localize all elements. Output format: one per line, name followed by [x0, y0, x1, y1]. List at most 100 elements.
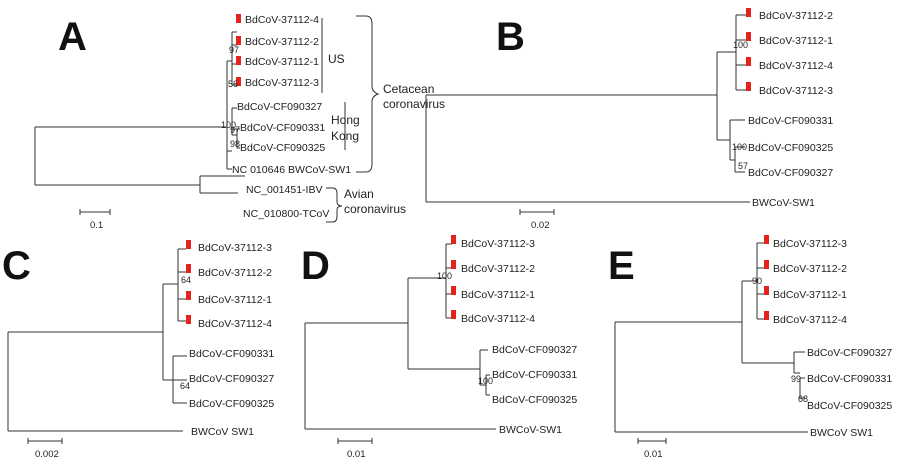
- panel-a: A BdCoV-37112-4 BdCoV-37112-2 BdCoV-3711…: [34, 14, 445, 231]
- bootstrap-e: 90 99 68: [752, 276, 808, 404]
- leaf-label: BdCoV-37112-2: [773, 263, 847, 275]
- leaf-label: BdCoV-CF090327: [237, 101, 322, 113]
- leaves-a: BdCoV-37112-4 BdCoV-37112-2 BdCoV-37112-…: [232, 14, 351, 220]
- leaf-label: BdCoV-37112-1: [198, 294, 272, 306]
- leaf-label: BdCoV-37112-3: [198, 242, 272, 254]
- marker-d-3: [451, 286, 456, 295]
- marker-a-2: [236, 36, 241, 45]
- group-label-cetacean: Cetacean: [383, 82, 434, 96]
- leaf-label: BdCoV-37112-1: [759, 35, 833, 47]
- leaf-label: BdCoV-37112-2: [245, 36, 319, 48]
- leaf-label: BdCoV-37112-4: [759, 60, 833, 72]
- scale-bar-b: 0.02: [519, 209, 555, 231]
- leaf-label: BdCoV-37112-4: [773, 314, 847, 326]
- tree-e-branches: [614, 242, 808, 433]
- leaf-label: NC 010646 BWCoV-SW1: [232, 164, 351, 176]
- bootstrap-value: 99: [791, 374, 801, 384]
- markers-d: [451, 235, 456, 319]
- leaf-label: BdCoV-CF090331: [748, 115, 833, 127]
- bootstrap-c: 64 64: [180, 275, 191, 391]
- leaf-label: BdCoV-CF090327: [807, 347, 892, 359]
- leaves-b: BdCoV-37112-2 BdCoV-37112-1 BdCoV-37112-…: [748, 10, 833, 209]
- leaf-label: BdCoV-37112-4: [461, 313, 535, 325]
- leaf-label: BdCoV-37112-1: [461, 289, 535, 301]
- leaves-e: BdCoV-37112-3 BdCoV-37112-2 BdCoV-37112-…: [773, 238, 892, 439]
- marker-b-1: [746, 8, 751, 17]
- markers-c: [186, 240, 191, 324]
- scale-bar-e: 0.01: [637, 438, 667, 460]
- panel-e: E BdCoV-37112-3 BdCoV-37112-2 BdCoV-3711…: [608, 235, 892, 460]
- bootstrap-value: 98: [230, 139, 240, 149]
- bootstrap-value: 100: [478, 376, 493, 386]
- panel-label-c: C: [2, 244, 31, 288]
- panel-label-d: D: [301, 244, 330, 288]
- bootstrap-a: 97 56 100 97 98: [221, 45, 240, 149]
- marker-e-2: [764, 260, 769, 269]
- leaf-label: BdCoV-37112-4: [198, 318, 272, 330]
- bootstrap-value: 64: [180, 381, 190, 391]
- leaf-label: BdCoV-37112-2: [198, 267, 272, 279]
- markers-e: [764, 235, 769, 320]
- leaf-label: BdCoV-CF090325: [492, 394, 577, 406]
- leaf-label: BdCoV-37112-1: [245, 56, 319, 68]
- leaf-label: BdCoV-CF090325: [189, 398, 274, 410]
- bootstrap-value: 68: [798, 394, 808, 404]
- panel-label-b: B: [496, 15, 525, 59]
- tree-a-branches: [34, 31, 245, 194]
- leaf-label: BdCoV-CF090325: [240, 142, 325, 154]
- markers-a: [236, 14, 241, 86]
- panel-c: C BdCoV-37112-3 BdCoV-37112-2 BdCoV-3711…: [2, 240, 274, 460]
- leaf-label: BdCoV-CF090327: [748, 167, 833, 179]
- marker-e-1: [764, 235, 769, 244]
- leaf-label: BdCoV-CF090325: [748, 142, 833, 154]
- leaf-label: BWCoV-SW1: [752, 197, 815, 209]
- bootstrap-value: 100: [732, 142, 747, 152]
- bootstrap-value: 100: [437, 271, 452, 281]
- leaf-label: BdCoV-CF090327: [492, 344, 577, 356]
- group-brackets-a: [321, 15, 380, 223]
- leaf-label: BdCoV-CF090331: [492, 369, 577, 381]
- group-label-hong: Hong: [331, 113, 360, 127]
- leaf-label: BdCoV-37112-2: [461, 263, 535, 275]
- tree-d-branches: [304, 243, 496, 430]
- leaves-c: BdCoV-37112-3 BdCoV-37112-2 BdCoV-37112-…: [189, 242, 274, 438]
- panel-d: D BdCoV-37112-3 BdCoV-37112-2 BdCoV-3711…: [301, 235, 577, 460]
- marker-c-3: [186, 291, 191, 300]
- marker-a-1: [236, 14, 241, 23]
- marker-b-4: [746, 82, 751, 91]
- bootstrap-value: 57: [738, 161, 748, 171]
- bootstrap-value: 64: [181, 275, 191, 285]
- group-label-avian: Avian: [344, 187, 374, 201]
- leaf-label: BdCoV-37112-1: [773, 289, 847, 301]
- bootstrap-value: 97: [229, 45, 239, 55]
- leaf-label: BdCoV-37112-4: [245, 14, 319, 26]
- scale-label-b: 0.02: [531, 220, 550, 231]
- group-label-avian-2: coronavirus: [344, 202, 406, 216]
- leaf-label: BWCoV SW1: [810, 427, 873, 439]
- marker-d-1: [451, 235, 456, 244]
- bootstrap-value: 97: [230, 125, 240, 135]
- panel-b: B BdCoV-37112-2 BdCoV-37112-1 BdCoV-3711…: [425, 8, 833, 231]
- bootstrap-value: 100: [733, 40, 748, 50]
- leaf-label: NC_010800-TCoV: [243, 208, 329, 220]
- panel-label-a: A: [58, 15, 87, 59]
- leaf-label: BdCoV-CF090331: [240, 122, 325, 134]
- leaf-label: BdCoV-37112-3: [759, 85, 833, 97]
- tree-c-branches: [7, 248, 187, 432]
- group-labels-a: US Hong Kong Cetacean coronavirus Avian …: [328, 52, 445, 216]
- scale-label-d: 0.01: [347, 449, 366, 460]
- leaf-label: BdCoV-CF090331: [189, 348, 274, 360]
- scale-bar-c: 0.002: [27, 438, 63, 460]
- group-label-us: US: [328, 52, 345, 66]
- leaf-label: BWCoV SW1: [191, 426, 254, 438]
- leaf-label: BdCoV-37112-3: [773, 238, 847, 250]
- bootstrap-value: 90: [752, 276, 762, 286]
- marker-c-1: [186, 240, 191, 249]
- bootstrap-value: 100: [221, 120, 236, 130]
- marker-e-3: [764, 286, 769, 295]
- marker-d-2: [451, 260, 456, 269]
- scale-bar-d: 0.01: [337, 438, 373, 460]
- bootstrap-b: 100 100 57: [732, 40, 748, 171]
- leaves-d: BdCoV-37112-3 BdCoV-37112-2 BdCoV-37112-…: [461, 238, 577, 436]
- marker-b-3: [746, 57, 751, 66]
